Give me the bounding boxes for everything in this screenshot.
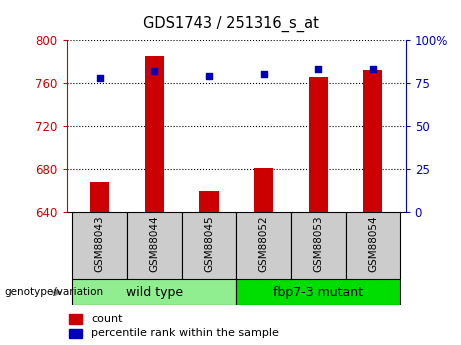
Bar [72, 212, 127, 279]
Bar [145, 56, 164, 212]
Bar [127, 212, 182, 279]
Text: GSM88044: GSM88044 [149, 216, 160, 272]
Text: percentile rank within the sample: percentile rank within the sample [91, 328, 279, 338]
Text: GSM88053: GSM88053 [313, 216, 323, 272]
Bar [236, 212, 291, 279]
Text: GSM88043: GSM88043 [95, 216, 105, 272]
Bar [254, 168, 273, 212]
Bar [309, 77, 328, 212]
Text: GSM88052: GSM88052 [259, 216, 269, 272]
Bar [69, 314, 82, 324]
Point [151, 68, 158, 73]
Point [260, 71, 267, 77]
Bar [69, 328, 82, 338]
Text: GSM88045: GSM88045 [204, 216, 214, 272]
Bar [199, 190, 219, 212]
Text: fbp7-3 mutant: fbp7-3 mutant [273, 286, 363, 299]
Text: count: count [91, 314, 123, 324]
Text: genotype/variation: genotype/variation [5, 287, 104, 297]
Bar [363, 70, 383, 212]
Bar [90, 182, 109, 212]
Bar [182, 212, 236, 279]
Bar [72, 279, 236, 305]
Text: GDS1743 / 251316_s_at: GDS1743 / 251316_s_at [142, 16, 319, 32]
Bar [236, 279, 400, 305]
Bar [346, 212, 400, 279]
Point [96, 75, 103, 80]
Bar [291, 212, 346, 279]
Point [369, 66, 377, 72]
Text: GSM88054: GSM88054 [368, 216, 378, 272]
Text: wild type: wild type [126, 286, 183, 299]
Point [205, 73, 213, 79]
Point [314, 66, 322, 72]
